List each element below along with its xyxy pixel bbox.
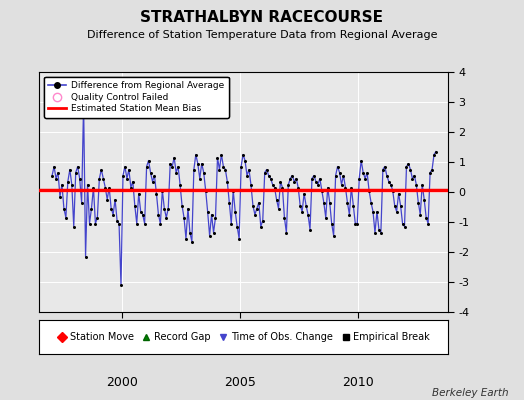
Text: Difference of Station Temperature Data from Regional Average: Difference of Station Temperature Data f… bbox=[87, 30, 437, 40]
Text: 2010: 2010 bbox=[342, 376, 374, 389]
Legend: Difference from Regional Average, Quality Control Failed, Estimated Station Mean: Difference from Regional Average, Qualit… bbox=[44, 76, 228, 118]
Text: STRATHALBYN RACECOURSE: STRATHALBYN RACECOURSE bbox=[140, 10, 384, 25]
Text: 2005: 2005 bbox=[224, 376, 256, 389]
Text: Berkeley Earth: Berkeley Earth bbox=[432, 388, 508, 398]
Legend: Station Move, Record Gap, Time of Obs. Change, Empirical Break: Station Move, Record Gap, Time of Obs. C… bbox=[53, 328, 434, 346]
Text: 2000: 2000 bbox=[106, 376, 138, 389]
